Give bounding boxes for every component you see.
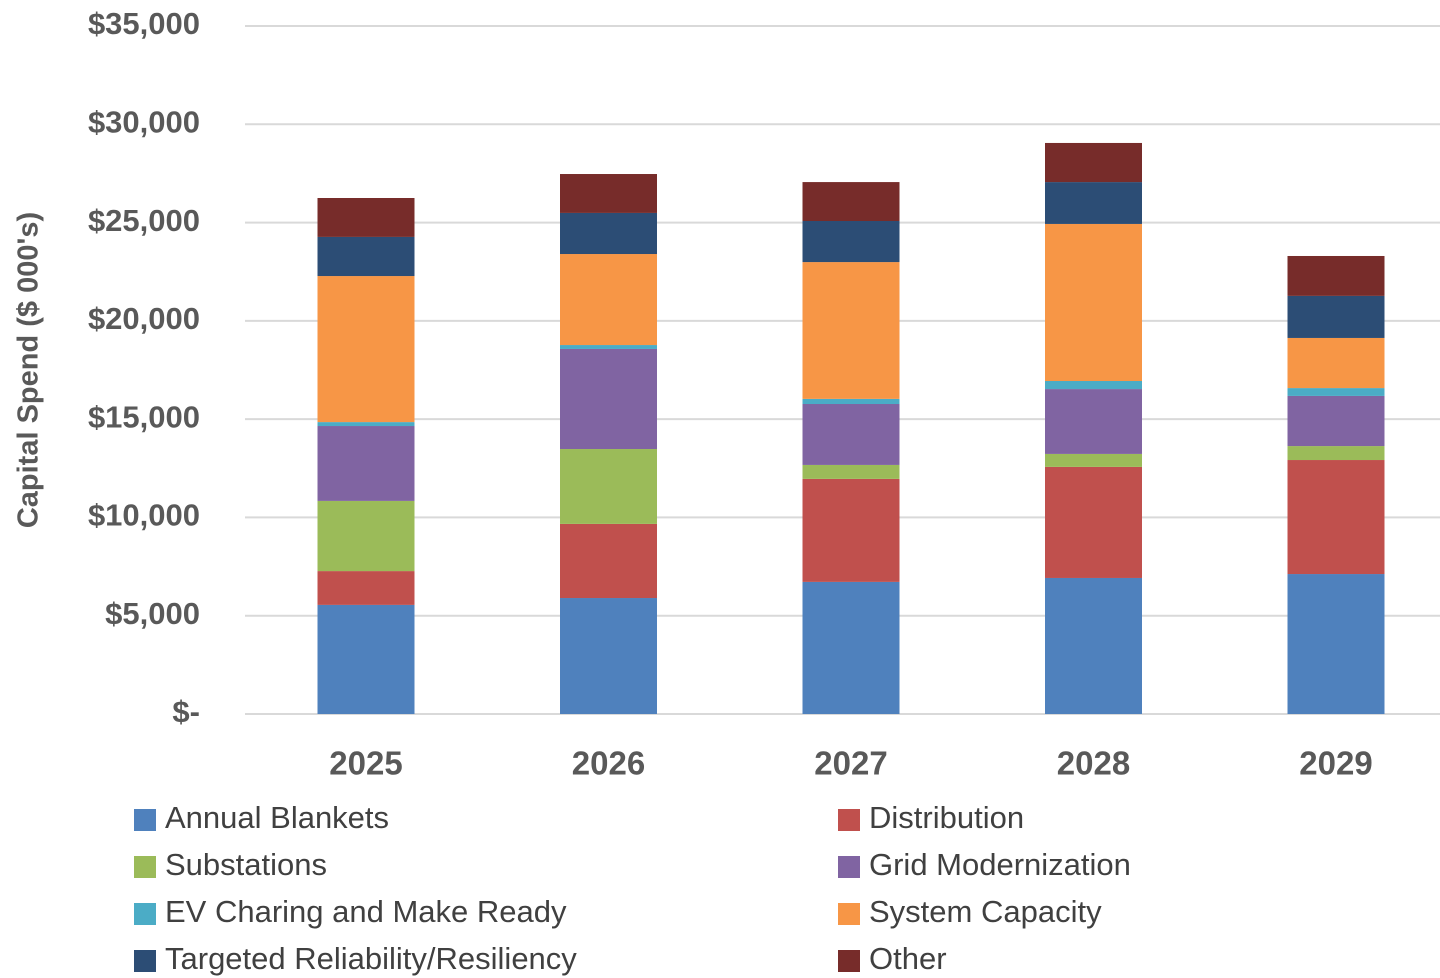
- bar-segment: [317, 422, 415, 427]
- y-tick-label: $25,000: [88, 203, 200, 238]
- bar-segment: [1287, 337, 1385, 389]
- bar-segment: [802, 581, 900, 714]
- bar-segment: [1045, 453, 1142, 467]
- bar-segment: [802, 464, 900, 479]
- bar-segment: [1045, 182, 1142, 224]
- legend-label: Substations: [165, 847, 327, 882]
- legend-label: Annual Blankets: [165, 800, 389, 835]
- bar-segment: [317, 500, 415, 572]
- bar-segment: [1287, 395, 1385, 447]
- legend-swatch: [838, 856, 860, 878]
- bar-segment: [560, 598, 657, 714]
- bar-segment: [560, 174, 657, 213]
- bar-segment: [1045, 466, 1142, 578]
- bar-segment: [1045, 381, 1142, 390]
- legend-swatch: [838, 903, 860, 925]
- y-tick-label: $-: [172, 694, 200, 729]
- bar-segment: [1045, 142, 1142, 183]
- bar-segment: [802, 478, 900, 582]
- y-axis-label: Capital Spend ($ 000's): [13, 212, 45, 528]
- bar-segment: [1045, 389, 1142, 454]
- bar-segment: [1045, 223, 1142, 382]
- x-tick-label: 2028: [1057, 745, 1130, 782]
- bar-segment: [802, 182, 900, 221]
- legend-swatch: [838, 950, 860, 972]
- bar-segment: [802, 404, 900, 465]
- legend-label: EV Charing and Make Ready: [165, 894, 567, 929]
- bar-segment: [1045, 577, 1142, 714]
- bar-segment: [1287, 388, 1385, 396]
- bar-segment: [317, 198, 415, 237]
- bar-segment: [560, 348, 657, 450]
- bar-segment: [1287, 460, 1385, 575]
- y-tick-label: $10,000: [88, 498, 200, 533]
- legend-swatch: [134, 903, 156, 925]
- bar-segment: [1287, 295, 1385, 338]
- legend-swatch: [134, 950, 156, 972]
- x-tick-label: 2029: [1299, 745, 1372, 782]
- bar-segment: [802, 220, 900, 263]
- legend-label: Targeted Reliability/Resiliency: [165, 941, 577, 976]
- x-tick-label: 2027: [814, 745, 887, 782]
- y-tick-label: $20,000: [88, 301, 200, 336]
- bar-segment: [317, 276, 415, 423]
- bar-segment: [802, 262, 900, 399]
- bar-segment: [560, 449, 657, 524]
- bar-segment: [317, 571, 415, 605]
- legend-label: Other: [869, 941, 947, 976]
- bar-segment: [560, 212, 657, 255]
- x-tick-label: 2025: [329, 745, 402, 782]
- y-tick-label: $5,000: [105, 596, 200, 631]
- legend-label: System Capacity: [869, 894, 1102, 929]
- legend-swatch: [134, 856, 156, 878]
- bar-segment: [1287, 255, 1385, 296]
- y-tick-label: $30,000: [88, 104, 200, 139]
- x-tick-label: 2026: [572, 745, 645, 782]
- bar-segment: [560, 345, 657, 349]
- bar-segment: [317, 604, 415, 714]
- bar-segment: [1287, 446, 1385, 461]
- bar-segment: [1287, 574, 1385, 714]
- y-tick-label: $15,000: [88, 399, 200, 434]
- y-tick-label: $35,000: [88, 6, 200, 41]
- legend-label: Distribution: [869, 800, 1024, 835]
- bar-segment: [317, 426, 415, 501]
- bar-segment: [802, 398, 900, 405]
- legend-label: Grid Modernization: [869, 847, 1131, 882]
- bar-segment: [560, 523, 657, 599]
- legend-swatch: [838, 809, 860, 831]
- legend-swatch: [134, 809, 156, 831]
- bar-segment: [560, 254, 657, 346]
- bar-segment: [317, 236, 415, 277]
